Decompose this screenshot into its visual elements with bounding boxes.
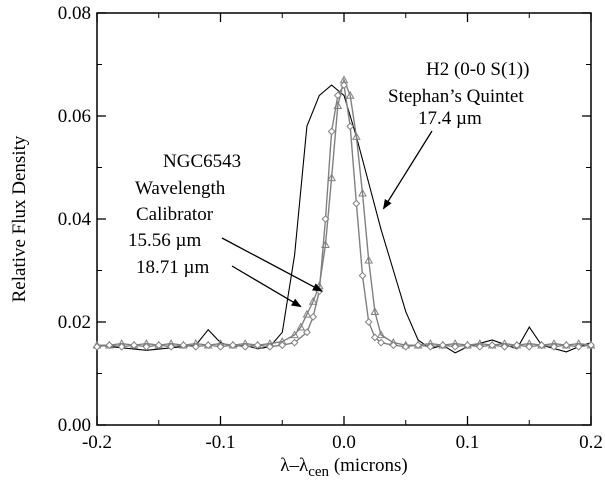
annotation-ngc6543-label: NGC6543 <box>163 151 241 172</box>
diamond-point <box>463 341 472 350</box>
y-tick-label: 0.08 <box>58 3 91 24</box>
x-tick-label: -0.2 <box>82 432 112 453</box>
y-tick-label: 0.04 <box>58 209 92 230</box>
diamond-point <box>377 338 385 347</box>
annotation-stephans-quintet: H2 (0-0 S(1)) Stephan’s Quintet 17.4 µm <box>382 59 529 210</box>
diamond-point <box>290 338 299 347</box>
x-axis-title: λ–λcen (microns) <box>280 455 407 480</box>
diamond-point <box>475 342 484 351</box>
diamond-point <box>370 333 379 342</box>
triangle-point <box>290 330 299 339</box>
diamond-point <box>340 81 348 90</box>
triangle-point <box>358 188 367 197</box>
triangle-point <box>352 132 361 140</box>
diamond-point <box>488 341 497 350</box>
diamond-point <box>414 341 423 350</box>
y-tick-label: 0.02 <box>58 312 91 333</box>
annotation-h2-line: H2 (0-0 S(1)) <box>426 59 529 80</box>
diamond-point <box>426 342 435 351</box>
diamond-point <box>303 328 311 337</box>
diamond-point <box>191 342 200 351</box>
triangle-point <box>345 90 355 99</box>
diamond-point <box>228 341 237 350</box>
diamond-point <box>321 215 330 223</box>
diamond-point <box>346 122 355 131</box>
annotation-arrow-stephans-quintet <box>382 130 433 210</box>
annotation-arrow-15-56 <box>221 237 323 292</box>
diamond-point <box>117 342 126 351</box>
diamond-point <box>401 342 410 351</box>
diamond-point <box>352 199 361 208</box>
diamond-point <box>574 342 583 351</box>
diamond-point <box>179 341 188 350</box>
diamond-point <box>265 342 274 351</box>
y-axis-title: Relative Flux Density <box>9 135 30 302</box>
diamond-point <box>562 341 571 350</box>
diamond-point <box>253 341 262 350</box>
y-tick-label: 0.06 <box>58 106 91 127</box>
diamond-point <box>327 127 336 136</box>
diamond-point <box>154 341 163 350</box>
y-axis-ticks: 0.00 0.02 0.04 0.06 0.08 <box>58 3 591 436</box>
diamond-point <box>204 341 213 350</box>
annotation-arrow-18-71 <box>231 265 302 308</box>
triangle-point <box>376 330 386 339</box>
x-axis-title-suffix: (microns) <box>329 455 408 476</box>
annotation-ngc6543: NGC6543 Wavelength Calibrator 15.56 µm 1… <box>128 151 323 308</box>
y-tick-label: 0.00 <box>58 415 91 436</box>
diamond-point <box>438 341 447 350</box>
diamond-point <box>241 342 250 351</box>
diamond-point <box>512 341 521 350</box>
annotation-stephans-quintet-label: Stephan’s Quintet <box>388 86 524 107</box>
x-axis-title-sub: cen <box>308 464 329 480</box>
annotation-15-56-um: 15.56 µm <box>128 230 201 251</box>
diamond-point <box>389 341 398 350</box>
diamond-point <box>105 341 114 350</box>
diamond-point <box>333 91 342 100</box>
diamond-point <box>358 271 367 280</box>
diamond-point <box>550 342 558 351</box>
x-tick-label: 0.1 <box>456 432 480 453</box>
x-tick-label: 0.0 <box>332 432 356 453</box>
diamond-point <box>500 342 509 351</box>
triangle-point <box>370 307 380 315</box>
diamond-point <box>93 342 101 351</box>
diamond-point <box>537 341 546 350</box>
diamond-point <box>525 342 534 351</box>
triangle-point <box>364 255 374 264</box>
x-tick-label: -0.1 <box>205 432 235 453</box>
diamond-point <box>142 342 151 351</box>
x-axis-ticks: -0.2 -0.1 0.0 0.1 0.2 <box>82 13 603 453</box>
diamond-point <box>309 312 318 321</box>
series-layer <box>92 75 596 354</box>
annotation-calibrator-label: Calibrator <box>136 204 214 225</box>
triangle-point <box>327 173 336 182</box>
diamond-point <box>278 341 287 350</box>
triangle-point <box>308 296 318 305</box>
diamond-point <box>216 342 225 351</box>
x-tick-label: 0.2 <box>579 432 603 453</box>
diamond-point <box>364 318 373 326</box>
triangle-point <box>302 309 312 318</box>
annotation-wavelength-label: Wavelength <box>135 178 226 199</box>
diamond-point <box>451 342 460 351</box>
annotation-18-71-um: 18.71 µm <box>136 257 209 278</box>
triangle-point <box>296 322 306 331</box>
diamond-point <box>587 341 595 350</box>
x-axis-title-main: λ–λ <box>280 455 309 476</box>
diamond-point <box>167 342 176 351</box>
diamond-point <box>130 341 138 350</box>
annotation-17-4-um: 17.4 µm <box>418 108 482 129</box>
